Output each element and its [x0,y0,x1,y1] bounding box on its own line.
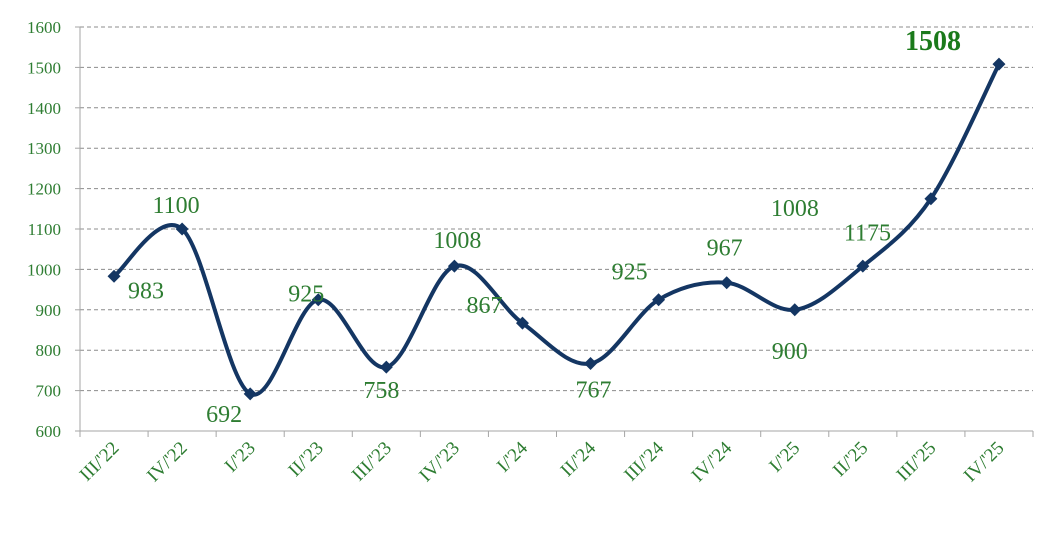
y-tick-label: 1500 [27,58,61,77]
y-tick-label: 800 [36,341,62,360]
data-point-marker [447,259,461,273]
x-tick-label: I/'23 [221,438,260,477]
x-tick-label: I/'24 [493,437,532,476]
data-label: 1175 [844,221,891,247]
data-point-marker [175,222,189,236]
x-tick-label: III/'24 [620,437,668,485]
data-point-marker [856,259,870,273]
x-tick-label: II/'24 [557,437,601,481]
data-point-marker [515,316,529,330]
x-tick-label: IV/'22 [143,438,192,487]
data-point-marker [311,293,325,307]
data-label: 767 [576,378,612,404]
y-tick-label: 600 [36,422,62,441]
data-label: 692 [206,402,242,428]
data-label: 1008 [433,228,481,254]
data-label: 1508 [905,26,961,57]
x-tick-label: III/'22 [76,438,124,486]
data-label: 967 [707,236,743,262]
x-axis-tick-labels: III/'22 IV/'22 I/'23 II/'23 III/'23 IV/'23 I/'… [76,437,1009,486]
data-point-marker [720,276,734,290]
data-point-marker [243,387,257,401]
y-tick-label: 900 [36,301,62,320]
y-tick-label: 1600 [27,18,61,37]
data-label: 758 [363,378,399,404]
y-tick-label: 1000 [27,260,61,279]
data-label: 1008 [771,196,819,222]
data-label: 983 [128,278,164,304]
data-point-marker [788,303,802,317]
data-point-marker [652,293,666,307]
x-tick-label: III/'23 [348,438,396,486]
y-tick-label: 1400 [27,99,61,118]
y-tick-label: 1300 [27,139,61,158]
data-label: 867 [466,293,502,319]
x-tick-label: IV/'23 [415,438,464,487]
data-point-marker [584,357,598,371]
data-point-marker [924,192,938,206]
x-tick-label: II/'25 [829,438,872,481]
x-tick-label: III/'25 [893,438,941,486]
data-label: 1100 [153,193,200,219]
y-axis-tick-labels: 600 700 800 900 1000 1100 1200 1300 1400 1500 1600 [27,18,61,441]
x-tick-label: IV/'24 [688,437,737,486]
data-label: 900 [772,339,808,365]
data-point-marker [107,269,121,283]
data-labels: 983 1100 692 925 758 1008 867 767 925 967 900 1008 1… [128,26,961,428]
y-tick-label: 1100 [28,220,61,239]
data-label: 925 [612,260,648,286]
x-tick-label: II/'23 [284,438,327,481]
y-tick-label: 1200 [27,180,61,199]
y-tick-label: 700 [36,382,62,401]
data-point-marker [379,360,393,374]
x-tick-label: IV/'25 [960,438,1009,487]
axes [75,26,1034,437]
data-point-marker [992,57,1006,71]
grid-lines [80,26,1033,392]
data-label: 925 [288,282,324,308]
x-tick-label: I/'25 [765,438,804,477]
series-markers [107,57,1006,401]
